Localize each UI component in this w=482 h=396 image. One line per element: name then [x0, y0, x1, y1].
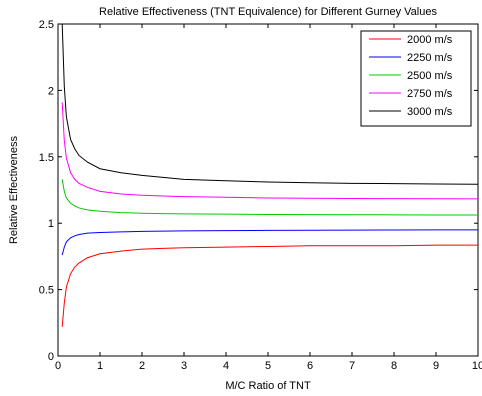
x-tick-label: 4: [223, 360, 229, 372]
x-tick-label: 9: [433, 360, 439, 372]
legend-box: [360, 30, 472, 127]
y-tick-label: 0.5: [39, 285, 54, 297]
tick-layer: 0 1 2 3 4 5 6 7 8 9 10 0 0.5 1 1.5 2 2.5: [39, 19, 482, 372]
x-axis-label: M/C Ratio of TNT: [225, 380, 311, 392]
x-tick-label: 2: [139, 360, 145, 372]
series-layer: [61, 24, 478, 327]
y-tick-label: 1: [48, 218, 54, 230]
legend-label: 2750 m/s: [407, 88, 453, 100]
x-tick-label: 0: [55, 360, 61, 372]
legend-label: 2250 m/s: [407, 52, 453, 64]
series-line-4: [61, 24, 478, 185]
legend: 2000 m/s 2250 m/s 2500 m/s 2750 m/s 3000 m/s: [360, 30, 472, 127]
y-tick-label: 0: [48, 351, 54, 363]
series-line-2: [61, 179, 478, 216]
series-line-3: [61, 102, 478, 200]
y-axis-label: Relative Effectiveness: [8, 135, 20, 244]
x-tick-label: 3: [181, 360, 187, 372]
x-tick-label: 7: [349, 360, 355, 372]
x-tick-label: 6: [307, 360, 313, 372]
y-tick-label: 2.5: [39, 19, 54, 31]
legend-label: 3000 m/s: [407, 106, 453, 118]
series-line-1: [61, 229, 478, 256]
series-line-0: [61, 244, 478, 327]
x-tick-label: 1: [97, 360, 103, 372]
chart-title: Relative Effectiveness (TNT Equivalence)…: [99, 6, 437, 18]
legend-label: 2500 m/s: [407, 70, 453, 82]
x-tick-label: 10: [472, 360, 482, 372]
legend-label: 2000 m/s: [407, 34, 453, 46]
x-tick-label: 8: [391, 360, 397, 372]
x-tick-label: 5: [265, 360, 271, 372]
y-tick-label: 2: [48, 85, 54, 97]
y-tick-label: 1.5: [39, 152, 54, 164]
